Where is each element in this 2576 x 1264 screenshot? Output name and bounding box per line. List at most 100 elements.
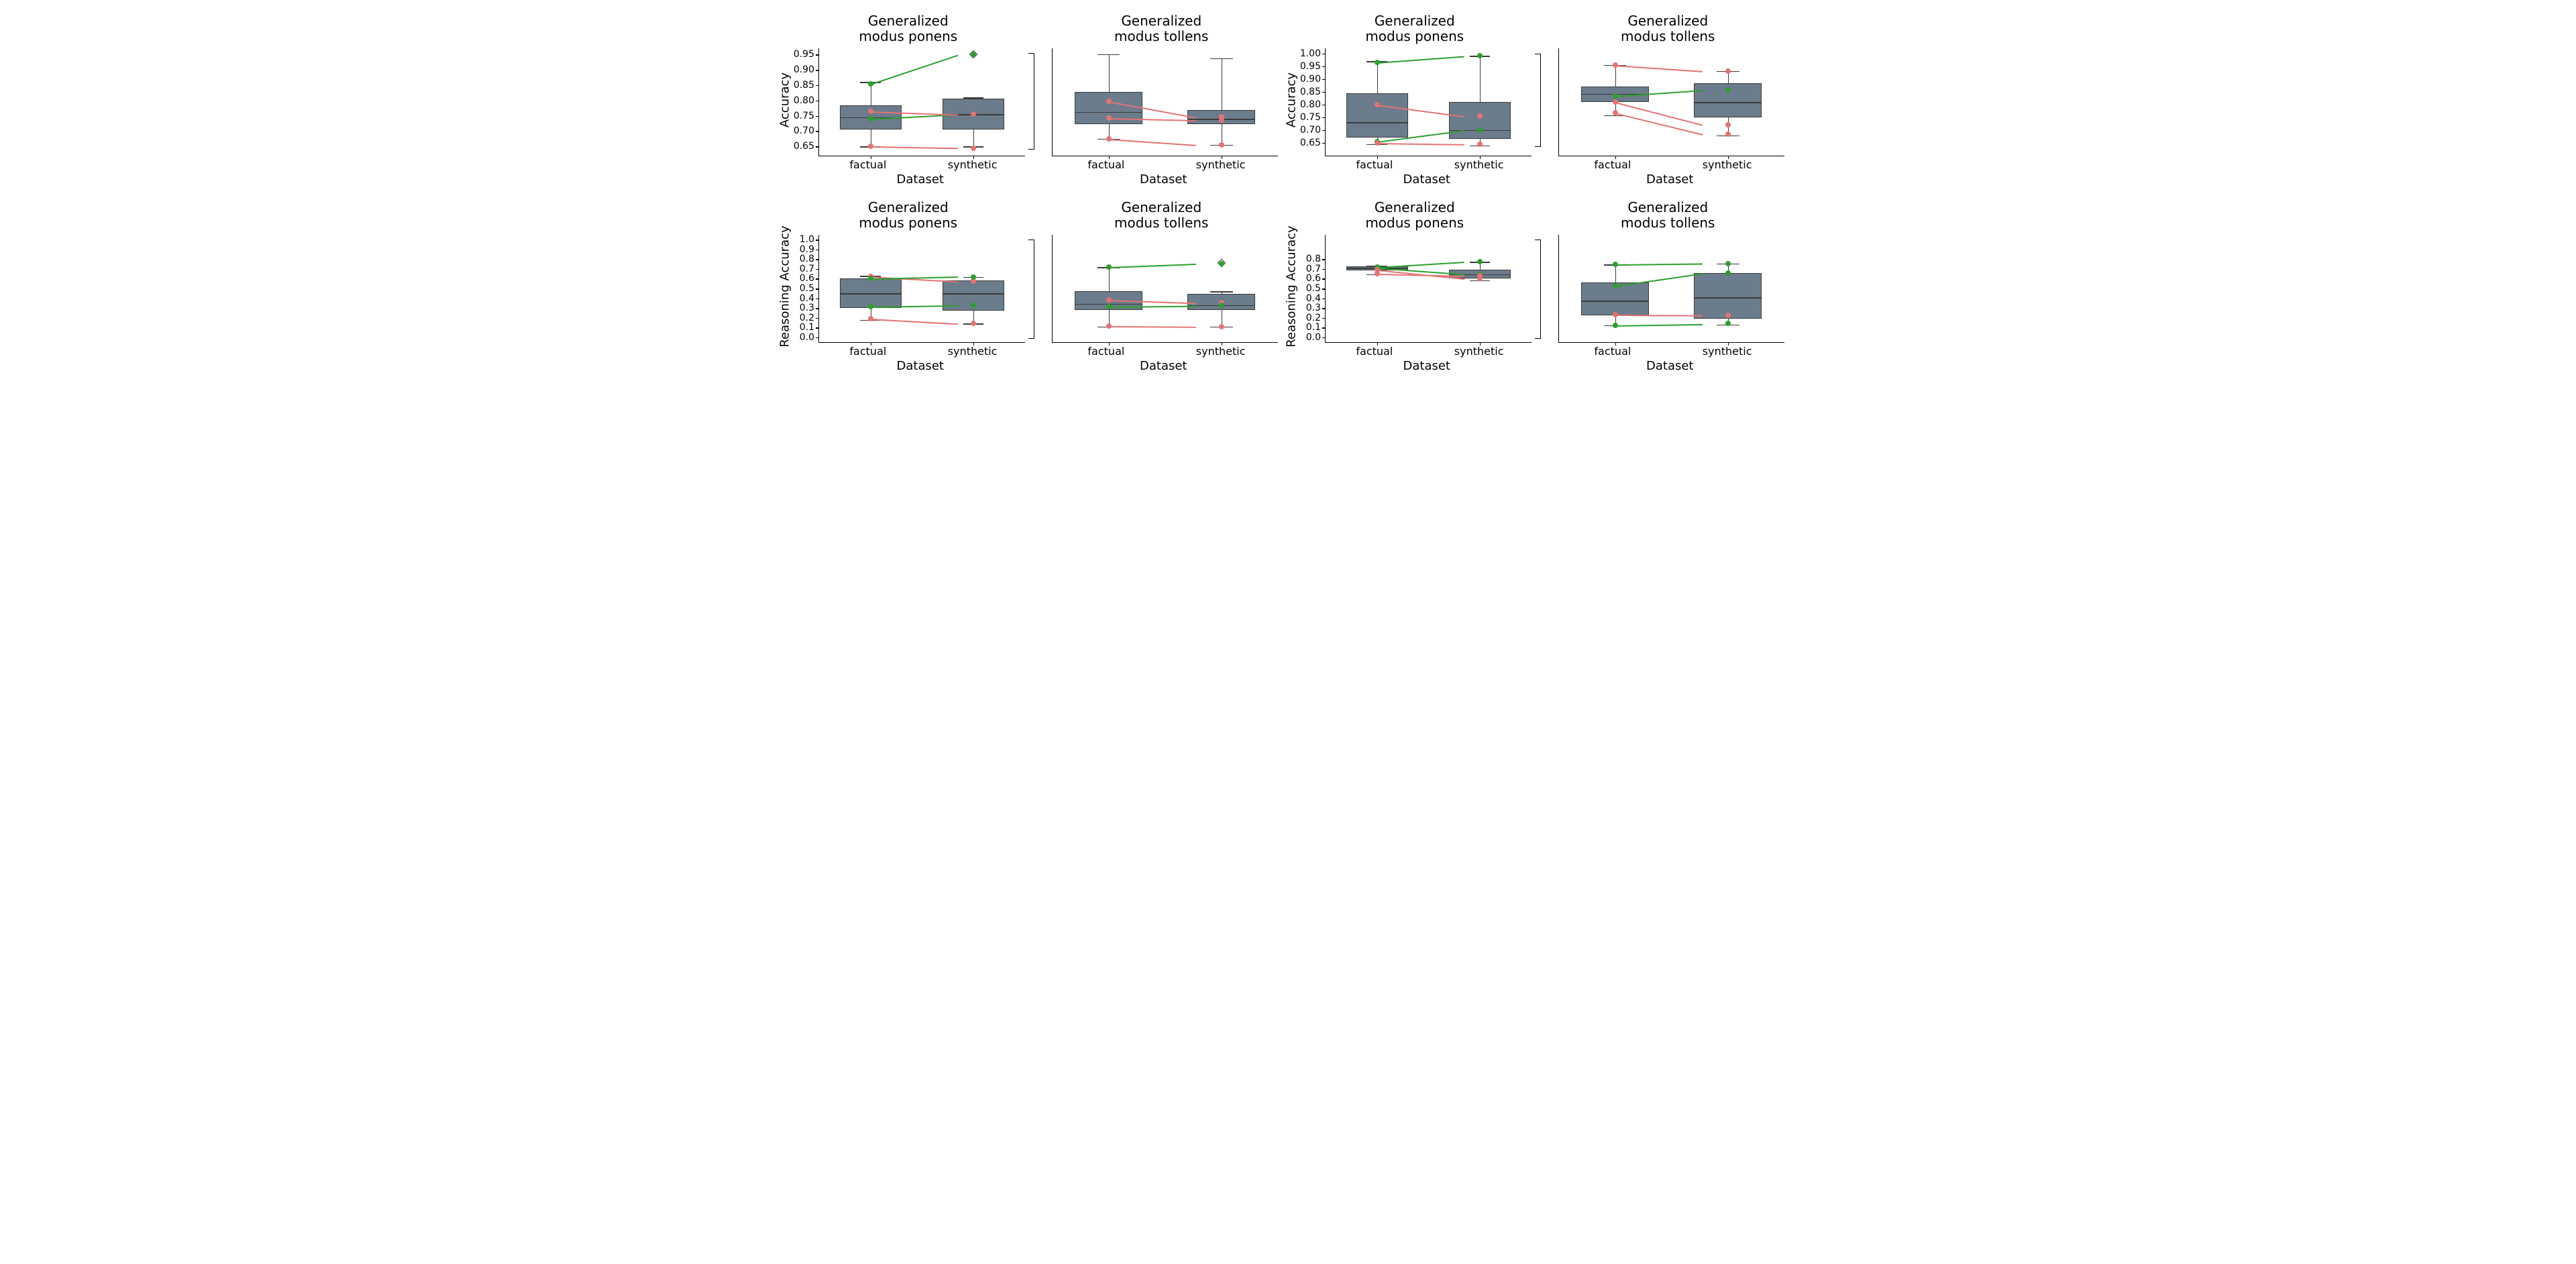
x-tick-label: synthetic xyxy=(1427,345,1532,358)
x-ticks: factualsynthetic xyxy=(816,345,1025,358)
line-marker xyxy=(1219,324,1224,329)
trend-line xyxy=(871,319,958,325)
x-axis-label: Dataset xyxy=(1049,172,1279,187)
panel-title: Generalizedmodus ponens xyxy=(1298,13,1532,44)
line-marker xyxy=(868,109,873,114)
plot-area xyxy=(818,48,1025,156)
x-tick-label: synthetic xyxy=(1163,158,1278,171)
y-ticks xyxy=(1045,235,1052,342)
x-axis-label: Dataset xyxy=(1049,359,1279,373)
x-axis-label: Dataset xyxy=(816,172,1025,187)
line-marker xyxy=(1725,122,1731,127)
boxplot-median xyxy=(1346,122,1408,123)
line-marker xyxy=(1725,68,1731,74)
panel-3: Generalizedmodus tollensfactualsynthetic… xyxy=(1552,13,1785,187)
line-marker xyxy=(868,276,873,281)
x-tick-label: factual xyxy=(1322,158,1427,171)
y-ticks: 0.650.700.750.800.850.900.95 xyxy=(792,48,818,156)
trend-line xyxy=(1615,315,1703,317)
boxplot-box xyxy=(1694,273,1762,319)
x-tick-label: factual xyxy=(1049,345,1164,358)
trend-line xyxy=(1615,323,1703,326)
trend-line xyxy=(1615,113,1702,136)
plot-area xyxy=(1052,48,1279,156)
line-marker xyxy=(1725,270,1731,276)
x-axis-label: Dataset xyxy=(1322,172,1532,187)
trend-line xyxy=(870,54,958,85)
trend-line xyxy=(1377,143,1464,146)
trend-line xyxy=(1109,264,1196,268)
y-axis-label: Accuracy xyxy=(778,72,792,127)
x-ticks: factualsynthetic xyxy=(816,158,1025,171)
x-tick-label: factual xyxy=(1322,345,1427,358)
line-marker xyxy=(1477,127,1483,133)
panel-0: Generalizedmodus ponensAccuracy0.650.700… xyxy=(792,13,1025,187)
significance-bracket xyxy=(1028,240,1034,338)
line-marker xyxy=(1106,99,1112,104)
boxplot-median xyxy=(1581,301,1649,302)
trend-line xyxy=(1377,262,1464,268)
trend-line xyxy=(1109,326,1196,328)
plot-area xyxy=(1325,48,1532,156)
line-marker xyxy=(1106,115,1112,121)
x-axis-label: Dataset xyxy=(1556,172,1785,187)
trend-line xyxy=(871,146,958,149)
trend-line xyxy=(1109,305,1196,307)
y-axis-label: Reasoning Accuracy xyxy=(778,225,792,347)
panel-title: Generalizedmodus ponens xyxy=(792,200,1025,231)
boxplot-box xyxy=(1449,102,1511,139)
trend-line xyxy=(1615,264,1703,266)
x-tick-label: factual xyxy=(1049,158,1164,171)
x-tick-label: synthetic xyxy=(1670,158,1784,171)
line-marker xyxy=(971,111,976,117)
line-marker xyxy=(1375,60,1380,65)
significance-bracket xyxy=(1028,53,1034,150)
plot-area xyxy=(1558,48,1785,156)
line-marker xyxy=(1477,53,1483,58)
panel-6: Generalizedmodus ponensReasoning Accurac… xyxy=(1298,200,1532,373)
line-marker xyxy=(971,321,976,326)
line-marker xyxy=(971,274,976,280)
y-ticks xyxy=(1552,48,1558,156)
boxplot-median xyxy=(1694,297,1762,299)
x-ticks: factualsynthetic xyxy=(1049,345,1279,358)
line-marker xyxy=(1106,323,1112,329)
line-marker xyxy=(1375,271,1380,276)
plot-area xyxy=(1325,235,1532,343)
trend-line xyxy=(1615,102,1702,126)
line-marker xyxy=(1613,323,1618,328)
line-marker xyxy=(1725,87,1731,93)
boxplot-median xyxy=(1075,112,1142,113)
plot-area xyxy=(1558,235,1785,343)
y-ticks: 0.00.10.20.30.40.50.60.70.8 xyxy=(1298,235,1325,342)
significance-bracket xyxy=(1535,240,1541,338)
significance-bracket xyxy=(1535,54,1541,147)
panel-title: Generalizedmodus tollens xyxy=(1552,200,1785,231)
line-marker xyxy=(1219,261,1224,266)
line-marker xyxy=(868,81,873,87)
line-marker xyxy=(1725,261,1731,266)
boxplot-median xyxy=(943,293,1004,295)
x-tick-label: factual xyxy=(1556,158,1670,171)
panel-title: Generalizedmodus ponens xyxy=(792,13,1025,44)
panel-title: Generalizedmodus ponens xyxy=(1298,200,1532,231)
x-tick-label: factual xyxy=(1556,345,1670,358)
line-marker xyxy=(1613,110,1618,115)
x-ticks: factualsynthetic xyxy=(1049,158,1279,171)
line-marker xyxy=(971,52,976,57)
trend-line xyxy=(1109,139,1196,146)
x-ticks: factualsynthetic xyxy=(1322,345,1532,358)
y-axis-label: Reasoning Accuracy xyxy=(1285,225,1299,347)
line-marker xyxy=(1106,297,1112,303)
line-marker xyxy=(868,144,873,149)
line-marker xyxy=(971,146,976,151)
boxplot-median xyxy=(840,293,902,295)
line-marker xyxy=(868,116,873,121)
panel-4: Generalizedmodus ponensReasoning Accurac… xyxy=(792,200,1025,373)
y-ticks: 0.00.10.20.30.40.50.60.70.80.91.0 xyxy=(792,235,818,342)
plot-area xyxy=(818,235,1025,343)
line-marker xyxy=(1613,312,1618,317)
y-axis-label: Accuracy xyxy=(1285,72,1299,127)
line-marker xyxy=(1613,62,1618,68)
line-marker xyxy=(1613,262,1618,267)
